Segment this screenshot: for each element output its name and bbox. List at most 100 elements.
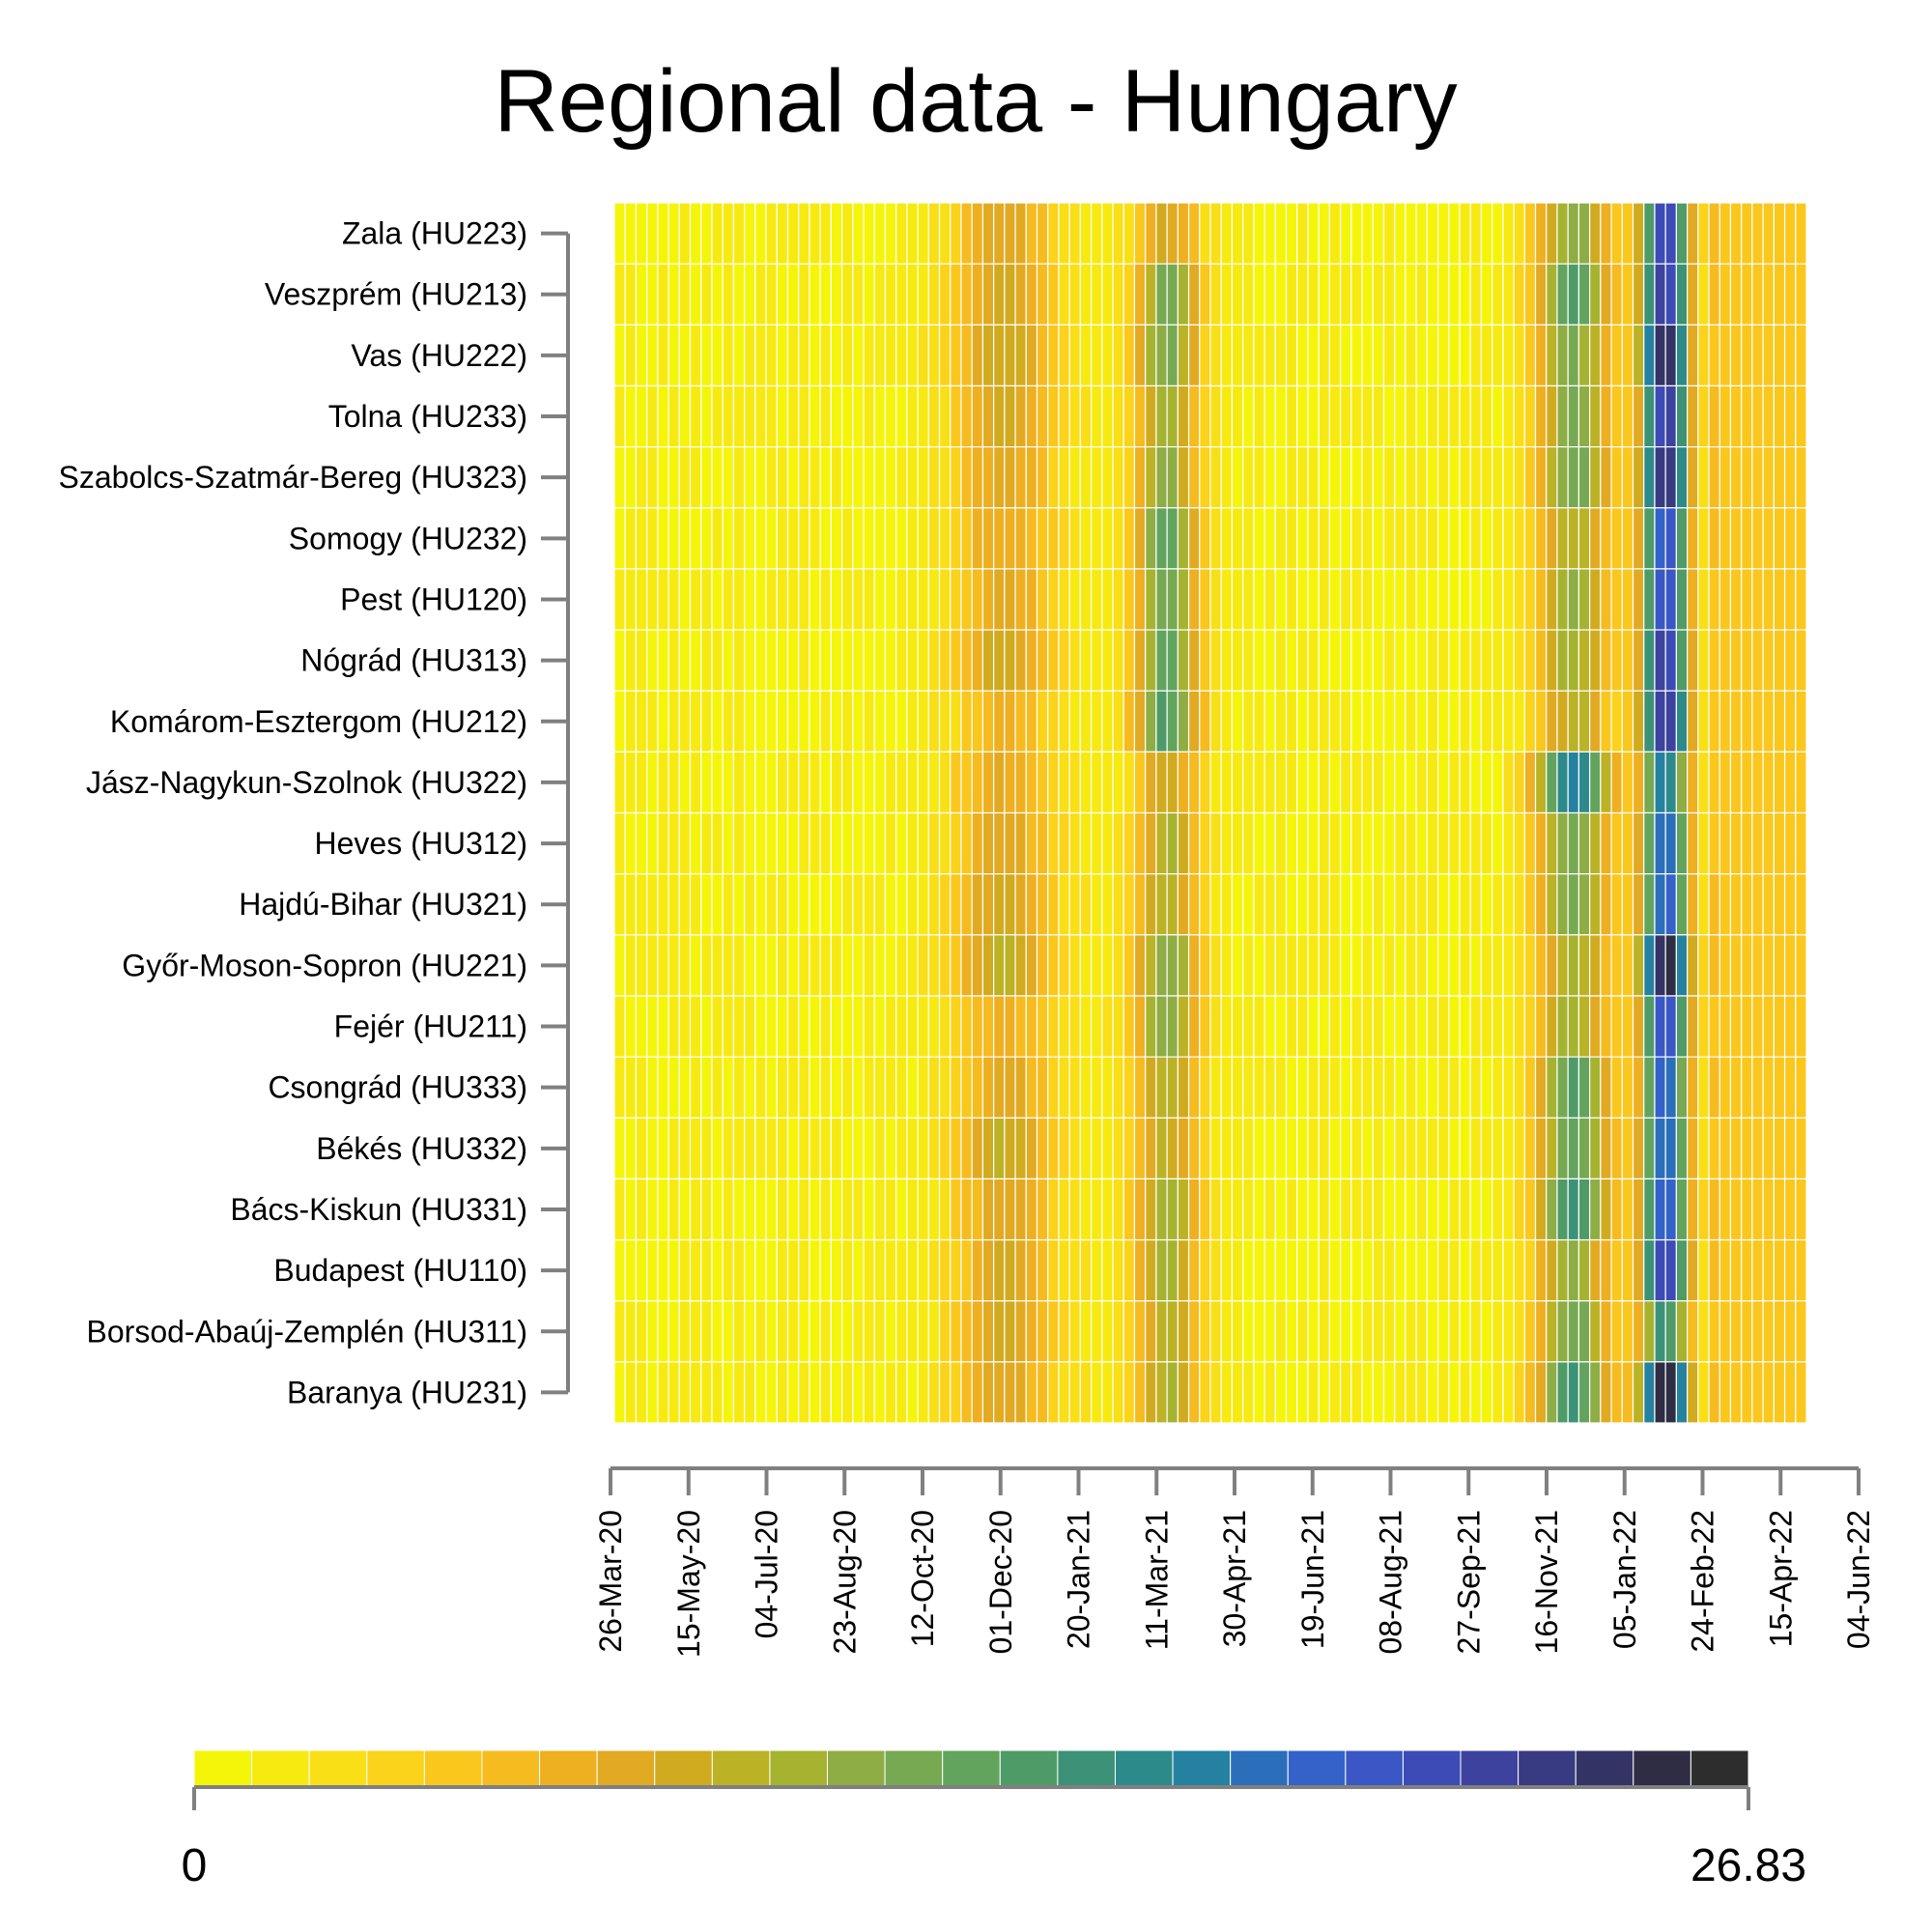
heatmap-cell <box>754 873 767 936</box>
heatmap-cell <box>1469 446 1483 509</box>
heatmap-cell <box>1546 751 1558 814</box>
heatmap-cell <box>700 384 713 448</box>
heatmap-cell <box>1122 1056 1136 1119</box>
heatmap-cell <box>732 873 746 936</box>
heatmap-cell <box>1242 324 1255 387</box>
heatmap-cell <box>1068 690 1081 753</box>
heatmap-cell <box>754 202 767 265</box>
heatmap-cell <box>950 995 962 1058</box>
heatmap-cell <box>1382 1238 1396 1302</box>
heatmap-cell <box>1145 384 1157 448</box>
heatmap-cell <box>1523 202 1537 265</box>
heatmap-cell <box>1285 934 1298 997</box>
heatmap-cell <box>1090 324 1103 387</box>
heatmap-cell <box>1025 384 1038 448</box>
heatmap-cell <box>809 1361 821 1424</box>
heatmap-cell <box>1394 811 1406 875</box>
heatmap-cell <box>1145 202 1157 265</box>
heatmap-cell <box>906 507 919 570</box>
heatmap-cell <box>1166 934 1179 997</box>
heatmap-cell <box>657 384 669 448</box>
heatmap-cell <box>960 324 973 387</box>
heatmap-cell <box>1296 1178 1309 1241</box>
heatmap-cell <box>1350 1056 1363 1119</box>
heatmap-cell <box>798 934 810 997</box>
heatmap-cell <box>1632 1117 1645 1180</box>
heatmap-cell <box>1209 1238 1222 1302</box>
heatmap-cell <box>1285 1117 1298 1180</box>
heatmap-cell <box>1133 751 1147 814</box>
heatmap-cell <box>1459 995 1471 1058</box>
heatmap-cell <box>1264 811 1276 875</box>
heatmap-cell <box>1567 1300 1580 1363</box>
heatmap-cell <box>1621 1300 1634 1363</box>
heatmap-cell <box>1187 1300 1201 1363</box>
heatmap-cell <box>1058 690 1070 753</box>
heatmap-cell <box>646 1361 659 1424</box>
heatmap-cell <box>1480 1178 1493 1241</box>
heatmap-cell <box>1664 873 1677 936</box>
heatmap-cell <box>873 629 887 692</box>
heatmap-cell <box>1068 263 1081 326</box>
heatmap-cell <box>657 263 669 326</box>
heatmap-cell <box>1589 324 1602 387</box>
heatmap-cell <box>732 1300 746 1363</box>
heatmap-cell <box>1708 1238 1720 1302</box>
heatmap-cell <box>1058 934 1070 997</box>
heatmap-cell <box>700 1117 713 1180</box>
heatmap-cell <box>1079 811 1093 875</box>
heatmap-cell <box>1101 811 1114 875</box>
heatmap-cell <box>1513 507 1525 570</box>
heatmap-cell <box>1556 873 1569 936</box>
y-tick-label: Békés (HU332) <box>316 1131 527 1166</box>
heatmap-cell <box>1492 1178 1504 1241</box>
x-tick-label: 15-May-20 <box>671 1510 706 1658</box>
heatmap-cell <box>1534 446 1548 509</box>
heatmap-cell <box>1492 873 1504 936</box>
heatmap-cell <box>1546 1056 1558 1119</box>
heatmap-cell <box>993 263 1006 326</box>
heatmap-cell <box>1480 811 1493 875</box>
heatmap-cell <box>1122 1238 1136 1302</box>
heatmap-cell <box>895 873 908 936</box>
heatmap-cell <box>1296 690 1309 753</box>
heatmap-cell <box>1155 1117 1168 1180</box>
heatmap-cell <box>1523 690 1537 753</box>
heatmap-cell <box>1469 263 1483 326</box>
heatmap-cell <box>1697 629 1710 692</box>
heatmap-cell <box>1220 995 1234 1058</box>
heatmap-cell <box>765 1300 778 1363</box>
heatmap-cell <box>1741 873 1753 936</box>
heatmap-cell <box>1405 995 1417 1058</box>
heatmap-cell <box>1567 384 1580 448</box>
heatmap-cell <box>1546 1361 1558 1424</box>
heatmap-cell <box>613 1238 626 1302</box>
heatmap-cell <box>1729 873 1743 936</box>
heatmap-cell <box>1155 1361 1168 1424</box>
heatmap-cell <box>1795 995 1807 1058</box>
heatmap-cell <box>950 1238 962 1302</box>
heatmap-cell <box>1654 1361 1666 1424</box>
heatmap-cell <box>1577 1300 1591 1363</box>
heatmap-cell <box>1469 1178 1483 1241</box>
heatmap-cell <box>1274 202 1288 265</box>
heatmap-cell <box>852 1178 865 1241</box>
heatmap-cell <box>1285 751 1298 814</box>
heatmap-cell <box>1795 1178 1807 1241</box>
heatmap-cell <box>852 751 865 814</box>
heatmap-cell <box>1546 629 1558 692</box>
heatmap-cell <box>678 873 692 936</box>
heatmap-cell <box>840 1238 854 1302</box>
heatmap-cell <box>830 263 843 326</box>
heatmap-cell <box>1795 1361 1807 1424</box>
heatmap-cell <box>1697 1178 1710 1241</box>
heatmap-cell <box>993 873 1006 936</box>
heatmap-cell <box>1328 1238 1342 1302</box>
heatmap-cell <box>1112 1361 1124 1424</box>
heatmap-cell <box>906 873 919 936</box>
heatmap-cell <box>1492 324 1504 387</box>
heatmap-cell <box>1145 934 1157 997</box>
heatmap-cell <box>1101 263 1114 326</box>
heatmap-cell <box>1415 629 1428 692</box>
heatmap-cell <box>1209 263 1222 326</box>
